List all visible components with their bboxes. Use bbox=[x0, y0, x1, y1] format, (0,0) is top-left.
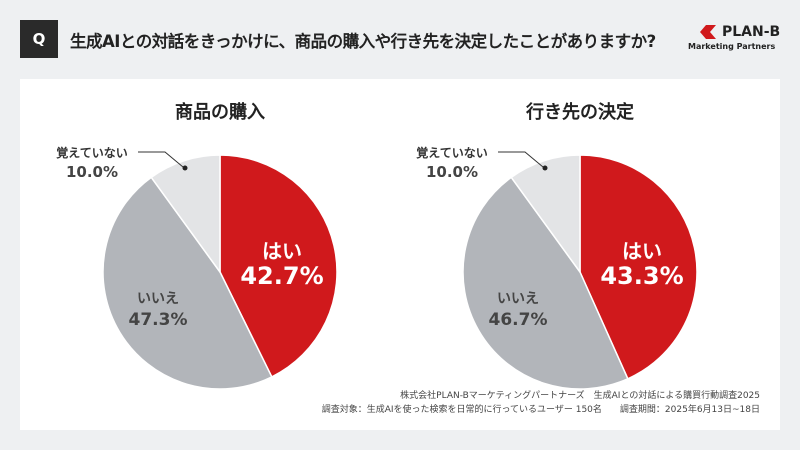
chart-title: 行き先の決定 bbox=[525, 101, 634, 123]
chart-title: 商品の購入 bbox=[175, 101, 265, 123]
footnote-survey: 調査対象：生成AIを使った検索を日常的に行っているユーザー 150名 調査期間：… bbox=[321, 405, 760, 415]
slice-value: 47.3% bbox=[129, 310, 188, 330]
slice-value: 42.7% bbox=[240, 262, 323, 290]
leader-dot bbox=[542, 165, 548, 171]
slice-label: はい bbox=[622, 239, 662, 263]
slice-label: いいえ bbox=[137, 291, 179, 307]
slice-label: 覚えていない bbox=[416, 145, 487, 160]
slice-label: いいえ bbox=[497, 291, 539, 307]
leader-dot bbox=[182, 165, 188, 171]
pie-slice-2 bbox=[150, 154, 221, 275]
pie-slice-2 bbox=[510, 154, 581, 275]
slice-label: 覚えていない bbox=[56, 145, 127, 160]
leader-line bbox=[138, 151, 184, 168]
slice-value: 10.0% bbox=[426, 163, 478, 181]
question-badge: Q bbox=[20, 20, 58, 58]
slice-value: 46.7% bbox=[489, 310, 548, 330]
pie-slice-0 bbox=[219, 154, 338, 378]
pie-slice-1 bbox=[102, 176, 273, 390]
slice-value: 43.3% bbox=[600, 262, 683, 290]
slice-label: はい bbox=[262, 239, 302, 263]
footnote-source: 株式会社PLAN-Bマーケティングパートナーズ 生成AIとの対話による購買行動調… bbox=[400, 391, 760, 401]
pie-slice-0 bbox=[579, 154, 698, 380]
leader-line bbox=[498, 151, 544, 168]
question-title: 生成AIとの対話をきっかけに、商品の購入や行き先を決定したことがありますか? bbox=[70, 32, 656, 51]
logo-mark-icon bbox=[700, 25, 716, 39]
logo: PLAN-B Marketing Partners bbox=[688, 24, 790, 51]
logo-name: PLAN-B bbox=[722, 24, 781, 40]
slice-value: 10.0% bbox=[66, 163, 118, 181]
logo-sub: Marketing Partners bbox=[688, 42, 776, 51]
pie-slice-1 bbox=[462, 176, 629, 390]
